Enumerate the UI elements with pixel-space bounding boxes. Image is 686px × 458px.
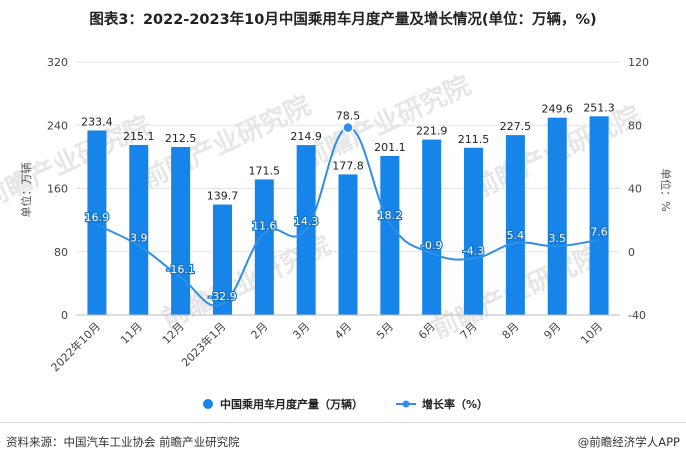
y-left-tick: 80 <box>54 246 68 259</box>
x-tick-label: 9月 <box>541 320 563 342</box>
growth-value-label: 3.9 <box>130 232 148 245</box>
bar-11月 <box>129 144 149 315</box>
growth-rate-line <box>96 126 600 307</box>
source-note: 资料来源：中国汽车工业协会 前瞻产业研究院 <box>6 435 240 449</box>
growth-value-label: -0.9 <box>421 239 442 252</box>
growth-value-label: 5.4 <box>507 229 525 242</box>
bar-value-label: 171.5 <box>249 164 281 177</box>
bar-value-label: 221.9 <box>416 125 448 138</box>
bar-2022年10月 <box>87 130 107 315</box>
bar-4月 <box>338 174 358 315</box>
x-tick-label: 10月 <box>578 320 605 347</box>
bar-10月 <box>589 116 609 315</box>
y-right-tick: 120 <box>628 56 649 69</box>
x-tick-label: 2022年10月 <box>48 319 103 374</box>
y-left-axis-title: 单位：万辆 <box>19 163 33 218</box>
bar-6月 <box>422 139 442 315</box>
growth-value-label: 11.6 <box>252 219 277 232</box>
x-tick-label: 8月 <box>500 320 522 342</box>
growth-value-label: -4.3 <box>463 245 484 258</box>
brand-credit: @前瞻经济学人APP <box>577 435 680 449</box>
bar-value-label: 139.7 <box>207 190 239 203</box>
bar-9月 <box>547 117 567 315</box>
growth-value-label: 18.2 <box>378 209 403 222</box>
growth-value-label: -16.1 <box>166 263 194 276</box>
legend-line-label: 增长率（%） <box>422 397 488 411</box>
bar-value-label: 201.1 <box>374 141 406 154</box>
y-left-tick: 240 <box>47 119 68 132</box>
chart-canvas: 前瞻产业研究院前瞻产业研究院前瞻产业研究院前瞻产业研究院前瞻产业研究院前瞻产业研… <box>0 56 673 411</box>
y-left-tick: 0 <box>61 309 68 322</box>
growth-value-label: 16.9 <box>85 211 110 224</box>
legend-bar-label: 中国乘用车月度产量（万辆） <box>220 397 363 411</box>
growth-value-label: 3.5 <box>548 232 566 245</box>
y-right-tick: 0 <box>628 246 635 259</box>
bar-value-label: 227.5 <box>500 120 532 133</box>
y-right-tick: 40 <box>628 183 642 196</box>
bar-8月 <box>505 135 525 315</box>
bar-value-label: 177.8 <box>332 159 364 172</box>
x-tick-label: 5月 <box>374 320 396 342</box>
bar-value-label: 251.3 <box>583 101 615 114</box>
x-tick-label: 2月 <box>249 320 271 342</box>
bar-7月 <box>464 147 484 315</box>
bar-value-label: 249.6 <box>541 103 573 116</box>
y-right-axis-title: 单位：% <box>659 168 673 211</box>
bar-value-label: 233.4 <box>81 115 113 128</box>
legend-bar-swatch <box>203 399 213 409</box>
legend: 中国乘用车月度产量（万辆） 增长率（%） <box>203 397 488 411</box>
data-labels: 233.4 215.1 212.5 139.7 171.5 214.9 177.8 201.1… <box>81 101 615 304</box>
growth-value-label: 78.5 <box>336 110 361 123</box>
y-left-tick: 320 <box>47 56 68 69</box>
x-tick-label: 4月 <box>332 320 354 342</box>
bar-5月 <box>380 156 400 315</box>
legend-line-swatch <box>402 400 410 408</box>
y-right-tick: 80 <box>628 119 642 132</box>
growth-peak-marker <box>342 121 354 134</box>
line-series <box>96 121 600 307</box>
y-right-tick: -40 <box>628 309 646 322</box>
bar-value-label: 211.5 <box>458 133 490 146</box>
bar-series <box>87 116 609 315</box>
footer-divider <box>0 422 686 423</box>
bar-value-label: 215.1 <box>123 130 155 143</box>
growth-value-label: 14.3 <box>294 215 319 228</box>
growth-value-label: 7.6 <box>590 226 608 239</box>
growth-value-label: -32.9 <box>208 290 236 303</box>
chart-title: 图表3：2022-2023年10月中国乘用车月度产量及增长情况(单位：万辆，%) <box>89 12 597 28</box>
bar-value-label: 214.9 <box>290 130 322 143</box>
x-tick-label: 3月 <box>290 320 312 342</box>
bar-2023年1月 <box>212 204 232 315</box>
x-tick-label: 11月 <box>118 320 145 347</box>
bar-value-label: 212.5 <box>165 132 197 145</box>
bar-12月 <box>171 146 191 315</box>
y-left-tick: 160 <box>47 183 68 196</box>
bar-2月 <box>254 179 274 315</box>
